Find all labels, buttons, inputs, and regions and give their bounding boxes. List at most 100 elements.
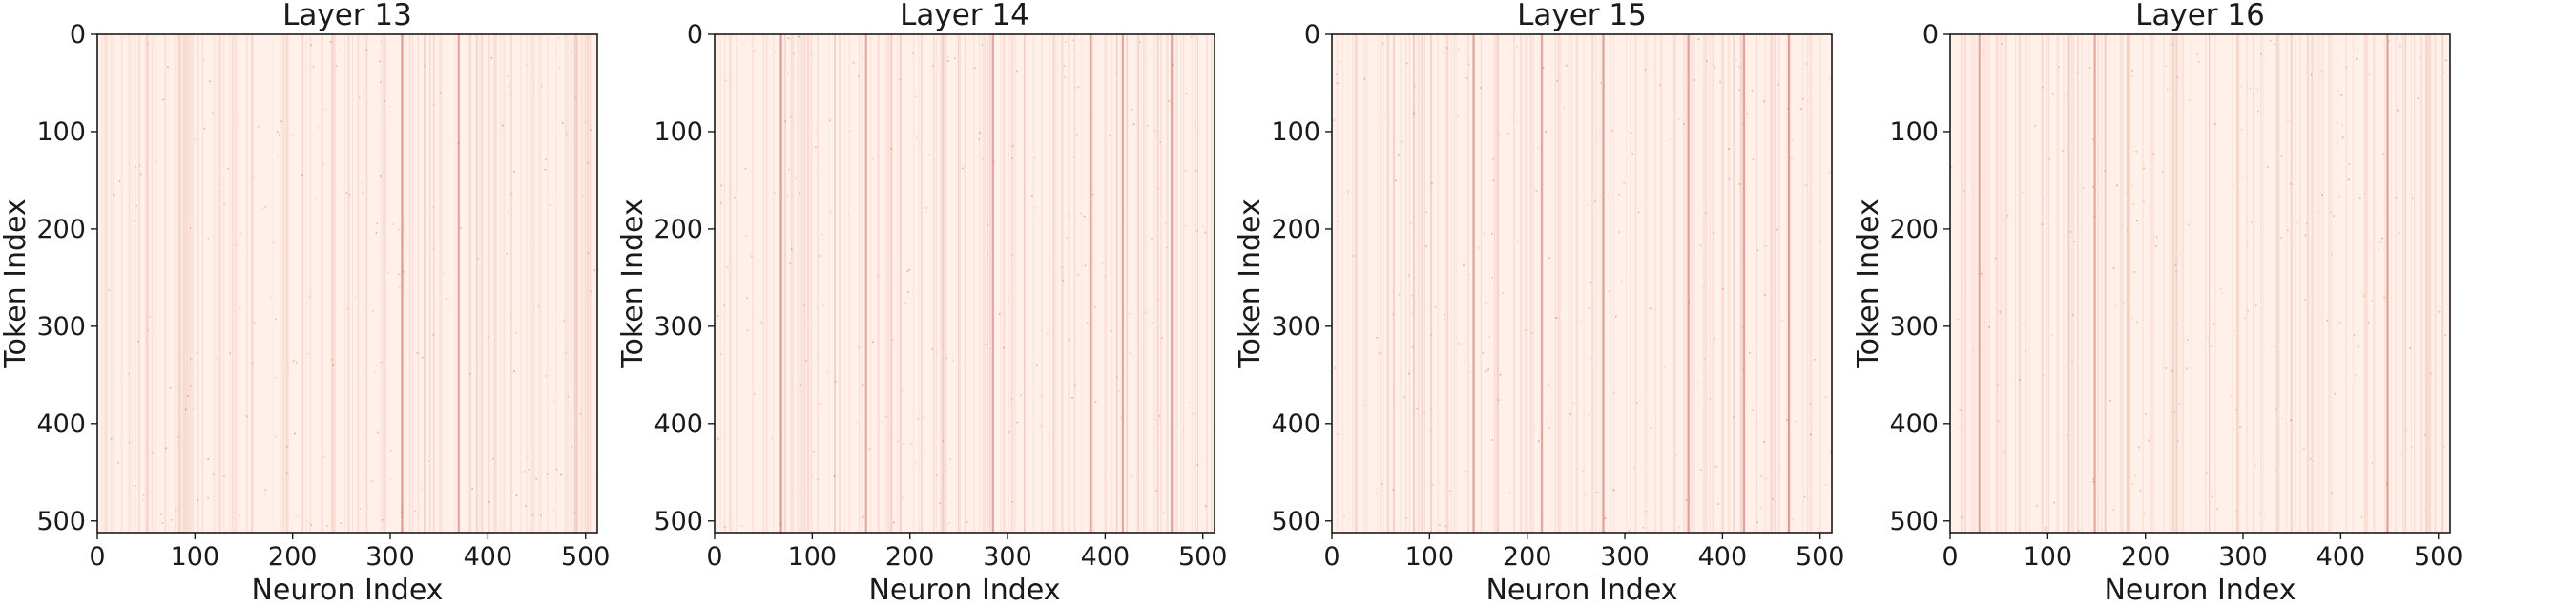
activation-speck — [2296, 222, 2298, 224]
neuron-column-faint — [2232, 34, 2233, 533]
activation-speck — [380, 41, 382, 43]
activation-speck — [1031, 195, 1033, 197]
activation-speck — [1608, 290, 1610, 293]
activation-speck — [406, 240, 408, 241]
plot-frame — [1331, 33, 1833, 534]
activation-speck — [1425, 211, 1427, 214]
neuron-column-faint — [1703, 34, 1706, 533]
neuron-column-faint — [896, 34, 898, 533]
activation-speck — [2420, 56, 2421, 59]
activation-speck — [2233, 185, 2235, 187]
activation-speck — [1628, 530, 1631, 532]
heatmap-texture — [717, 34, 1216, 533]
activation-speck — [945, 471, 946, 473]
activation-speck — [252, 362, 254, 364]
activation-speck — [1168, 100, 1171, 102]
activation-speck — [1535, 190, 1538, 193]
activation-speck — [1182, 430, 1184, 433]
neuron-column-faint — [2018, 34, 2021, 533]
activation-speck — [397, 273, 400, 276]
x-tick-label: 400 — [464, 542, 513, 572]
activation-speck — [2062, 150, 2064, 152]
neuron-column-faint — [1810, 34, 1813, 533]
activation-speck — [1702, 284, 1705, 287]
neuron-column-faint — [1480, 34, 1482, 533]
activation-speck — [2234, 511, 2237, 513]
activation-speck — [1677, 118, 1680, 120]
activation-speck — [2330, 211, 2333, 214]
activation-speck — [137, 340, 139, 343]
activation-speck — [545, 375, 548, 377]
neuron-column-faint — [1146, 34, 1148, 533]
activation-speck — [2071, 361, 2073, 363]
activation-speck — [545, 158, 547, 160]
neuron-column-faint — [424, 34, 426, 533]
activation-speck — [110, 437, 113, 440]
neuron-column-faint — [1353, 34, 1355, 533]
activation-speck — [134, 485, 136, 487]
neuron-column-faint — [2170, 34, 2172, 533]
neuron-column-faint — [1429, 34, 1432, 533]
activation-speck — [261, 208, 263, 210]
activation-speck — [1620, 280, 1623, 283]
activation-speck — [910, 443, 913, 445]
activation-speck — [2345, 66, 2348, 69]
activation-speck — [1080, 212, 1082, 215]
activation-speck — [1403, 396, 1405, 398]
activation-speck — [939, 502, 941, 505]
activation-speck — [1709, 398, 1712, 400]
neuron-column-faint — [1756, 34, 1757, 533]
activation-speck — [723, 304, 725, 307]
activation-speck — [2076, 220, 2079, 222]
neuron-column-faint — [1408, 34, 1411, 533]
activation-speck — [345, 192, 348, 194]
activation-speck — [2066, 434, 2068, 436]
activation-speck — [1434, 306, 1437, 308]
activation-speck — [1996, 220, 1998, 222]
neuron-column-faint — [1183, 34, 1185, 533]
activation-speck — [229, 352, 231, 355]
activation-speck — [987, 253, 989, 255]
activation-speck — [770, 437, 773, 439]
activation-speck — [2162, 170, 2164, 173]
activation-speck — [720, 184, 723, 187]
neuron-column-faint — [2113, 34, 2115, 533]
activation-speck — [1741, 123, 1744, 126]
activation-speck — [515, 494, 518, 496]
y-tick-label: 300 — [1271, 312, 1320, 342]
activation-speck — [1950, 166, 1953, 169]
activation-speck — [1649, 307, 1652, 310]
activation-speck — [2353, 334, 2356, 336]
neuron-column-faint — [2290, 34, 2293, 533]
activation-speck — [817, 478, 819, 480]
neuron-column-faint — [530, 34, 532, 533]
activation-speck — [274, 318, 277, 321]
activation-speck — [1700, 469, 1702, 471]
activation-speck — [1414, 85, 1416, 88]
neuron-column-faint — [1392, 34, 1395, 533]
activation-speck — [2173, 411, 2175, 413]
activation-speck — [1722, 288, 1724, 290]
activation-speck — [1675, 454, 1678, 457]
neuron-column-faint — [2068, 34, 2071, 533]
activation-speck — [148, 449, 151, 451]
activation-speck — [1671, 470, 1673, 471]
activation-speck — [858, 346, 860, 348]
activation-speck — [433, 247, 435, 250]
neuron-column-faint — [2046, 34, 2047, 533]
activation-speck — [1717, 503, 1719, 505]
activation-speck — [535, 477, 537, 480]
activation-speck — [1810, 433, 1812, 436]
activation-speck — [1405, 517, 1407, 520]
neuron-column-faint — [468, 34, 470, 533]
neuron-column-faint — [1997, 34, 2000, 533]
neuron-column-faint — [1446, 34, 1448, 533]
activation-speck — [1469, 370, 1471, 373]
neuron-column-faint — [2411, 34, 2413, 533]
activation-speck — [1589, 282, 1592, 283]
activation-speck — [165, 447, 167, 450]
neuron-column-faint — [1160, 34, 1162, 533]
activation-speck — [1343, 515, 1345, 518]
activation-speck — [1463, 359, 1465, 361]
activation-speck — [2371, 462, 2374, 464]
